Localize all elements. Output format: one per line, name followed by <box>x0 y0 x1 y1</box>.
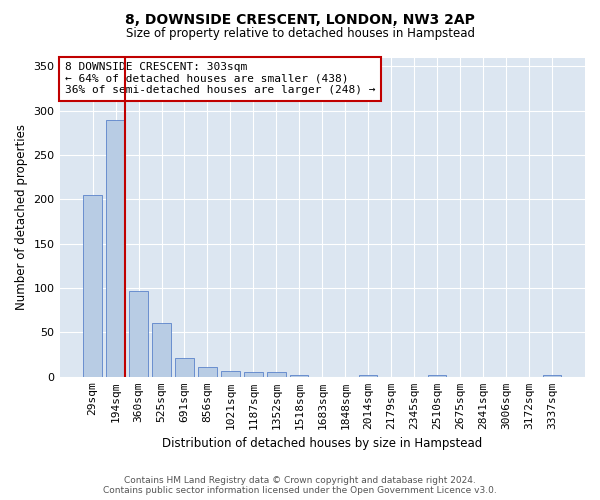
Text: 8 DOWNSIDE CRESCENT: 303sqm
← 64% of detached houses are smaller (438)
36% of se: 8 DOWNSIDE CRESCENT: 303sqm ← 64% of det… <box>65 62 375 96</box>
Text: Contains HM Land Registry data © Crown copyright and database right 2024.
Contai: Contains HM Land Registry data © Crown c… <box>103 476 497 495</box>
Bar <box>152 324 170 376</box>
Bar <box>130 290 148 376</box>
Bar <box>244 372 263 376</box>
Bar <box>106 120 125 376</box>
Y-axis label: Number of detached properties: Number of detached properties <box>15 124 28 310</box>
Bar <box>428 375 446 376</box>
Bar <box>290 375 308 376</box>
Bar <box>175 358 194 376</box>
Bar <box>198 367 217 376</box>
Text: 8, DOWNSIDE CRESCENT, LONDON, NW3 2AP: 8, DOWNSIDE CRESCENT, LONDON, NW3 2AP <box>125 12 475 26</box>
Bar <box>359 375 377 376</box>
Bar <box>83 195 102 376</box>
Bar <box>221 371 239 376</box>
Bar <box>543 375 561 376</box>
Text: Size of property relative to detached houses in Hampstead: Size of property relative to detached ho… <box>125 28 475 40</box>
X-axis label: Distribution of detached houses by size in Hampstead: Distribution of detached houses by size … <box>162 437 482 450</box>
Bar <box>267 372 286 376</box>
